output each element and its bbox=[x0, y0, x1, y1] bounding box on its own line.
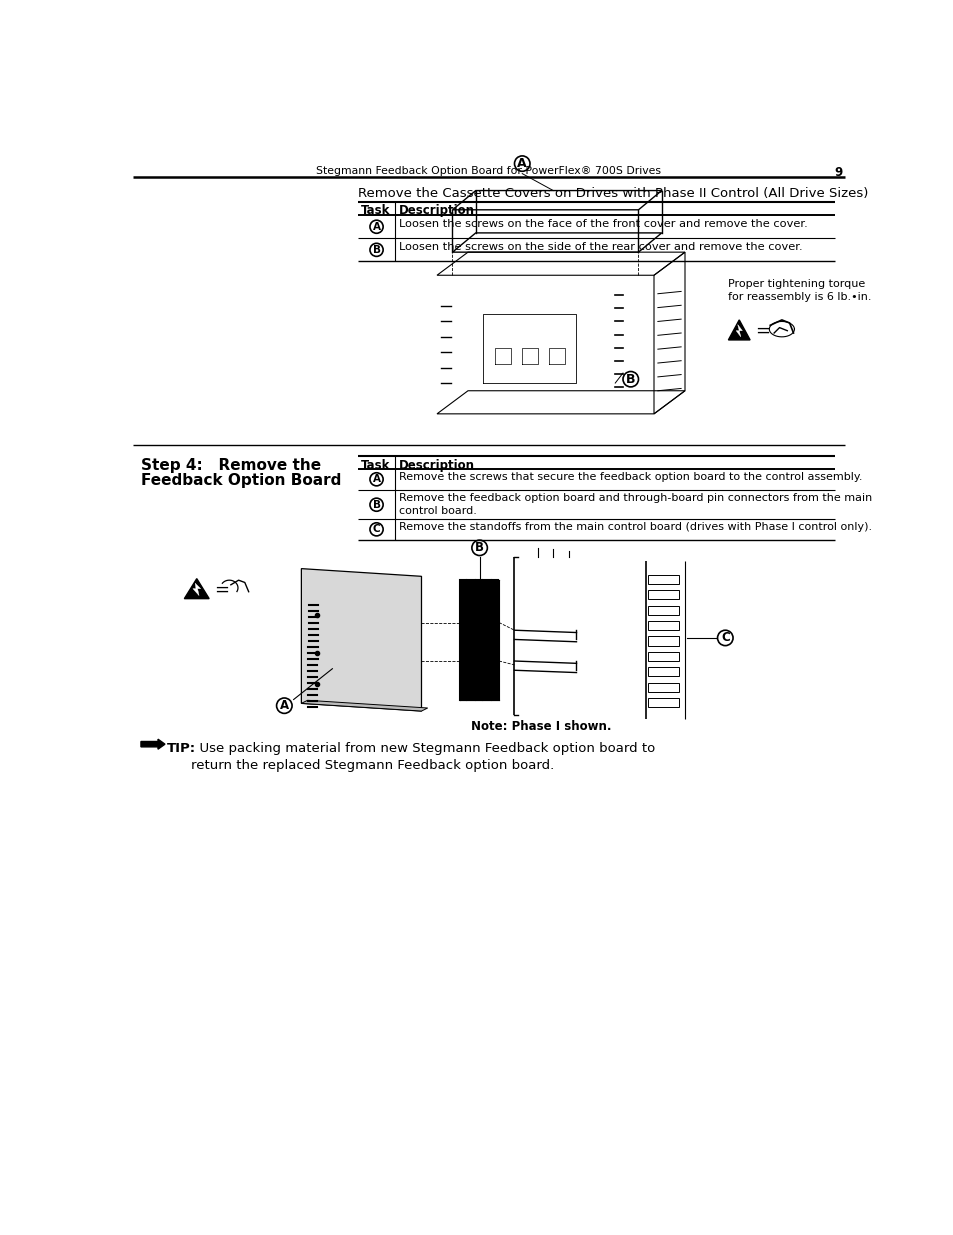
Text: Proper tightening torque
for reassembly is 6 lb.•in.: Proper tightening torque for reassembly … bbox=[727, 279, 870, 303]
Bar bbox=[647, 621, 679, 630]
Text: B: B bbox=[373, 245, 380, 254]
Text: Task: Task bbox=[360, 205, 390, 217]
Text: A: A bbox=[373, 474, 380, 484]
Bar bbox=[647, 605, 679, 615]
Text: Loosen the screws on the face of the front cover and remove the cover.: Loosen the screws on the face of the fro… bbox=[398, 219, 807, 228]
Text: Task: Task bbox=[360, 458, 390, 472]
Text: Remove the standoffs from the main control board (drives with Phase I control on: Remove the standoffs from the main contr… bbox=[398, 522, 871, 532]
Polygon shape bbox=[301, 700, 427, 711]
Text: Description: Description bbox=[398, 205, 475, 217]
Text: B: B bbox=[625, 373, 635, 385]
Text: TIP:: TIP: bbox=[167, 742, 196, 755]
Bar bbox=[647, 683, 679, 692]
Text: A: A bbox=[279, 699, 289, 713]
Bar bbox=[647, 667, 679, 677]
Text: Loosen the screws on the side of the rear cover and remove the cover.: Loosen the screws on the side of the rea… bbox=[398, 242, 801, 252]
Text: 9: 9 bbox=[834, 165, 842, 179]
FancyArrow shape bbox=[141, 740, 165, 750]
Bar bbox=[647, 574, 679, 584]
Text: Use packing material from new Stegmann Feedback option board to
return the repla: Use packing material from new Stegmann F… bbox=[191, 742, 654, 772]
Polygon shape bbox=[736, 325, 741, 337]
Text: Remove the screws that secure the feedback option board to the control assembly.: Remove the screws that secure the feedba… bbox=[398, 472, 862, 483]
Text: Remove the feedback option board and through-board pin connectors from the main
: Remove the feedback option board and thr… bbox=[398, 493, 871, 516]
Text: =: = bbox=[754, 321, 769, 340]
Text: C: C bbox=[373, 525, 380, 535]
Polygon shape bbox=[193, 583, 200, 595]
Text: Remove the Cassette Covers on Drives with Phase II Control (All Drive Sizes): Remove the Cassette Covers on Drives wit… bbox=[357, 186, 867, 200]
Text: Description: Description bbox=[398, 458, 475, 472]
Text: Step 4:   Remove the: Step 4: Remove the bbox=[141, 458, 321, 473]
Text: B: B bbox=[475, 541, 483, 555]
Polygon shape bbox=[728, 320, 749, 340]
Bar bbox=[647, 698, 679, 708]
Text: Note: Phase I shown.: Note: Phase I shown. bbox=[470, 720, 611, 734]
Bar bbox=[647, 652, 679, 661]
Text: A: A bbox=[373, 222, 380, 232]
Text: Stegmann Feedback Option Board for PowerFlex® 700S Drives: Stegmann Feedback Option Board for Power… bbox=[316, 165, 660, 175]
Bar bbox=[647, 590, 679, 599]
Text: C: C bbox=[720, 631, 729, 645]
Text: Feedback Option Board: Feedback Option Board bbox=[141, 473, 341, 488]
Text: A: A bbox=[517, 157, 526, 170]
Polygon shape bbox=[301, 568, 421, 711]
Bar bbox=[647, 636, 679, 646]
Text: B: B bbox=[373, 500, 380, 510]
Text: =: = bbox=[213, 580, 229, 599]
Polygon shape bbox=[184, 579, 209, 599]
